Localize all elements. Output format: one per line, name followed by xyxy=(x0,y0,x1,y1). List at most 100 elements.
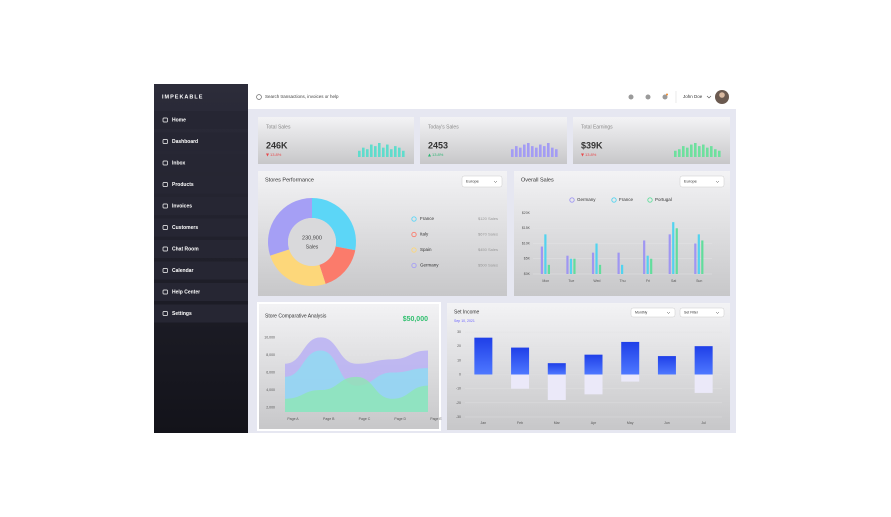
menu-item[interactable] xyxy=(154,111,248,129)
stores-filter[interactable] xyxy=(461,175,503,188)
menu-item[interactable] xyxy=(154,283,248,301)
dropdown-caret xyxy=(715,311,720,314)
menu-item[interactable] xyxy=(154,261,248,280)
x-tick-label: Page E xyxy=(430,417,442,421)
y-tick-label: 4,000 xyxy=(266,388,275,392)
trend-arrow xyxy=(428,153,431,157)
notifications[interactable] xyxy=(662,94,668,100)
legend-swatch xyxy=(611,197,617,203)
menu-item[interactable] xyxy=(154,132,248,151)
segment-sales: $670 Sales xyxy=(478,232,498,237)
income-filter[interactable] xyxy=(630,307,676,318)
y-tick-label: $20K xyxy=(522,211,531,215)
menu-label[interactable]: Chat Room xyxy=(172,246,199,252)
filter-label[interactable]: Monthly xyxy=(635,310,648,314)
area xyxy=(285,376,428,412)
spark-bar xyxy=(698,146,701,157)
menu-icon xyxy=(162,203,168,209)
menu-item[interactable] xyxy=(154,304,248,323)
legend-swatch xyxy=(411,247,417,253)
spark-bar xyxy=(511,149,514,157)
x-tick-label: Page B xyxy=(323,417,335,421)
spark-bar xyxy=(539,144,542,157)
x-tick-label: May xyxy=(627,421,634,425)
menu-icon xyxy=(162,160,168,166)
dropdown-caret xyxy=(493,180,498,183)
grid-icon[interactable] xyxy=(628,94,634,100)
legend-swatch xyxy=(647,197,653,203)
spark-bar xyxy=(551,147,554,157)
spark-bar xyxy=(714,149,717,157)
menu-label[interactable]: Dashboard xyxy=(172,139,198,145)
menu-label[interactable]: Customers xyxy=(172,225,198,231)
legend-swatch xyxy=(411,262,417,269)
y-tick-label: $10K xyxy=(522,241,531,245)
y-tick-label: -20 xyxy=(456,401,461,405)
stat-title: Total Earnings xyxy=(581,124,613,130)
user-caret[interactable] xyxy=(706,95,712,99)
stat-card xyxy=(420,117,567,164)
y-tick-label: $0K xyxy=(524,272,531,276)
menu-item[interactable] xyxy=(154,154,248,172)
card-title: Stores Performance xyxy=(265,177,314,183)
bar xyxy=(584,374,603,395)
y-tick-label: -30 xyxy=(456,415,461,419)
dropdown-caret xyxy=(666,311,671,314)
search-input[interactable]: Search transactions, invoices or help xyxy=(265,94,339,99)
menu-label[interactable]: Inbox xyxy=(172,160,186,166)
x-tick-label: Page D xyxy=(394,417,406,421)
stat-title: Today's Sales xyxy=(428,124,459,130)
bar xyxy=(569,258,573,274)
y-tick-label: 30 xyxy=(457,330,461,334)
stat-value: 2453 xyxy=(428,140,448,150)
spark-bar xyxy=(531,146,534,157)
menu-item[interactable] xyxy=(154,197,248,215)
income-filter[interactable] xyxy=(679,307,725,318)
bar xyxy=(540,246,543,274)
overall-filter[interactable] xyxy=(679,175,725,188)
search-button[interactable] xyxy=(645,94,651,100)
menu-icon xyxy=(162,182,168,187)
menu-item[interactable] xyxy=(154,240,248,258)
menu-label[interactable]: Settings xyxy=(172,311,192,317)
menu-icon xyxy=(162,246,168,252)
menu-icon xyxy=(162,268,168,273)
x-tick-label: Tue xyxy=(568,279,574,283)
legend-label: Italy xyxy=(420,232,429,237)
y-tick-label: 6,000 xyxy=(266,370,275,374)
spark-bar xyxy=(706,147,709,157)
donut-segment xyxy=(312,198,356,251)
x-tick-label: Mar xyxy=(554,421,561,425)
menu-label[interactable]: Products xyxy=(172,182,194,188)
menu-item[interactable] xyxy=(154,175,248,194)
menu-label[interactable]: Home xyxy=(172,117,186,123)
menu-icon xyxy=(162,311,168,316)
filter-label[interactable]: Set Filter xyxy=(684,310,699,314)
menu-label[interactable]: Invoices xyxy=(172,203,192,209)
spark-bar xyxy=(682,146,685,157)
spark-bar xyxy=(527,143,530,157)
bar xyxy=(621,374,640,382)
menu-label[interactable]: Help Center xyxy=(172,289,200,295)
x-tick-label: Fri xyxy=(646,279,650,283)
spark-bar xyxy=(366,149,369,157)
spark-bar xyxy=(358,150,361,157)
filter-label[interactable]: Europe xyxy=(684,179,698,184)
menu-icon xyxy=(162,289,168,295)
y-tick-label: -10 xyxy=(456,387,461,391)
bar xyxy=(595,243,598,274)
menu-item[interactable] xyxy=(154,218,248,237)
card-date: Sep 10, 2021 xyxy=(454,319,475,323)
spark-bar xyxy=(386,144,389,157)
bar xyxy=(584,354,603,375)
bar xyxy=(598,264,602,274)
user-name[interactable]: John Doe xyxy=(683,94,703,99)
filter-label[interactable]: Europe xyxy=(466,179,480,184)
legend-label: France xyxy=(420,216,435,221)
legend-label: Spain xyxy=(420,247,432,252)
x-tick-label: Apr xyxy=(591,421,597,425)
menu-label[interactable]: Calendar xyxy=(172,268,193,274)
legend-swatch xyxy=(569,197,575,203)
x-tick-label: Page A xyxy=(287,417,299,421)
overall-card xyxy=(514,171,730,296)
